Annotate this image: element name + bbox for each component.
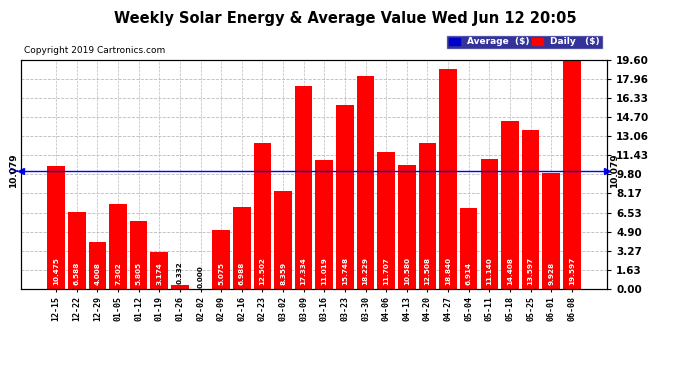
Bar: [563, 60, 580, 289]
Bar: [522, 130, 540, 289]
Text: 11.019: 11.019: [322, 257, 327, 285]
Bar: [233, 207, 250, 289]
Text: 19.597: 19.597: [569, 257, 575, 285]
Text: 8.359: 8.359: [280, 262, 286, 285]
Text: 12.508: 12.508: [424, 257, 431, 285]
Text: 3.174: 3.174: [156, 262, 162, 285]
Text: 10.475: 10.475: [53, 257, 59, 285]
Text: 11.140: 11.140: [486, 258, 492, 285]
Bar: [274, 191, 292, 289]
Text: 4.008: 4.008: [95, 262, 100, 285]
Bar: [48, 166, 65, 289]
Bar: [130, 221, 148, 289]
Text: 18.229: 18.229: [362, 257, 368, 285]
Bar: [150, 252, 168, 289]
Bar: [460, 208, 477, 289]
Bar: [377, 152, 395, 289]
Text: 10.079: 10.079: [610, 154, 619, 188]
Bar: [213, 230, 230, 289]
Text: 18.840: 18.840: [445, 257, 451, 285]
Text: 6.588: 6.588: [74, 262, 80, 285]
Bar: [480, 159, 498, 289]
Bar: [109, 204, 127, 289]
Bar: [295, 87, 313, 289]
Text: 11.707: 11.707: [383, 258, 389, 285]
Text: 6.988: 6.988: [239, 262, 245, 285]
Text: 13.597: 13.597: [528, 257, 533, 285]
Text: 17.334: 17.334: [301, 258, 306, 285]
Text: 12.502: 12.502: [259, 257, 266, 285]
Bar: [336, 105, 354, 289]
Bar: [398, 165, 415, 289]
Bar: [542, 173, 560, 289]
Text: 5.075: 5.075: [218, 262, 224, 285]
Text: 14.408: 14.408: [507, 257, 513, 285]
Text: Weekly Solar Energy & Average Value Wed Jun 12 20:05: Weekly Solar Energy & Average Value Wed …: [114, 11, 576, 26]
Text: 5.805: 5.805: [136, 262, 141, 285]
Text: 7.302: 7.302: [115, 262, 121, 285]
Text: 15.748: 15.748: [342, 257, 348, 285]
Bar: [501, 121, 519, 289]
Text: 0.000: 0.000: [197, 265, 204, 288]
Text: 10.079: 10.079: [9, 154, 18, 188]
Text: 9.928: 9.928: [548, 262, 554, 285]
Text: Copyright 2019 Cartronics.com: Copyright 2019 Cartronics.com: [23, 46, 165, 55]
Legend: Average  ($), Daily   ($): Average ($), Daily ($): [446, 35, 602, 49]
Bar: [68, 212, 86, 289]
Bar: [419, 143, 436, 289]
Bar: [315, 160, 333, 289]
Bar: [171, 285, 188, 289]
Text: 6.914: 6.914: [466, 262, 472, 285]
Bar: [88, 242, 106, 289]
Bar: [254, 143, 271, 289]
Text: 0.332: 0.332: [177, 261, 183, 284]
Text: 10.580: 10.580: [404, 257, 410, 285]
Bar: [440, 69, 457, 289]
Bar: [357, 76, 374, 289]
